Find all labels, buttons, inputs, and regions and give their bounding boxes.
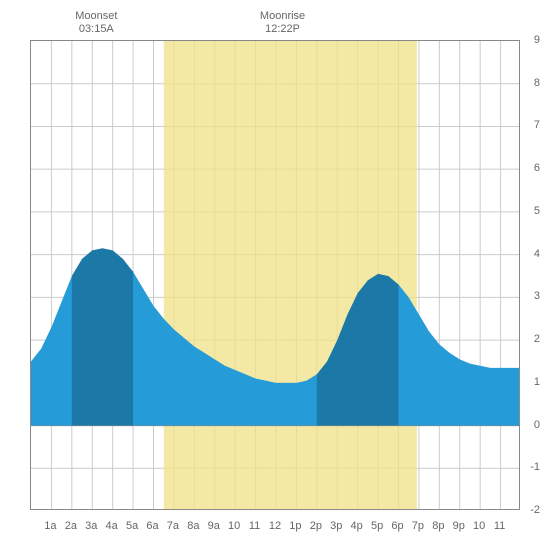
tide-chart: Moonset03:15A Moonrise12:22P 1a 2a 3a 4a 5a 6a… <box>10 10 540 540</box>
x-tick-label: 5a <box>126 520 138 532</box>
chart-plot-area <box>30 40 520 510</box>
x-tick-label: 9a <box>208 520 220 532</box>
x-tick-label: 1a <box>44 520 56 532</box>
y-tick-label: 2 <box>526 333 540 345</box>
y-tick-label: -2 <box>526 504 540 516</box>
x-tick-label: 9p <box>453 520 465 532</box>
x-tick-label: 2p <box>310 520 322 532</box>
y-tick-label: 5 <box>526 205 540 217</box>
x-tick-label: 7p <box>412 520 424 532</box>
moonset-label: Moonset03:15A <box>66 10 126 36</box>
x-tick-label: 2a <box>65 520 77 532</box>
y-tick-label: 4 <box>526 248 540 260</box>
chart-svg <box>31 41 519 509</box>
x-tick-label: 6a <box>146 520 158 532</box>
x-tick-label: 5p <box>371 520 383 532</box>
x-tick-label: 10 <box>473 520 485 532</box>
x-tick-label: 12 <box>269 520 281 532</box>
x-tick-label: 8p <box>432 520 444 532</box>
y-tick-label: 6 <box>526 162 540 174</box>
y-tick-label: 8 <box>526 77 540 89</box>
x-tick-label: 11 <box>494 520 505 532</box>
x-tick-label: 1p <box>289 520 301 532</box>
y-tick-label: 7 <box>526 119 540 131</box>
x-tick-label: 8a <box>187 520 199 532</box>
moonrise-label: Moonrise12:22P <box>253 10 313 36</box>
x-tick-label: 3a <box>85 520 97 532</box>
event-time: 12:22P <box>253 23 313 36</box>
x-tick-label: 6p <box>391 520 403 532</box>
event-name: Moonrise <box>253 10 313 23</box>
y-tick-label: -1 <box>526 461 540 473</box>
moon-event-labels: Moonset03:15A Moonrise12:22P <box>10 10 540 40</box>
x-tick-label: 4a <box>106 520 118 532</box>
y-tick-label: 1 <box>526 376 540 388</box>
event-time: 03:15A <box>66 23 126 36</box>
y-tick-label: 0 <box>526 419 540 431</box>
x-tick-label: 10 <box>228 520 240 532</box>
x-tick-label: 4p <box>351 520 363 532</box>
x-tick-label: 3p <box>330 520 342 532</box>
y-tick-label: 3 <box>526 290 540 302</box>
x-axis-labels: 1a 2a 3a 4a 5a 6a 7a 8a 9a 10 11 12 1p 2p 3p 4p 5p 6p 7p 8p… <box>30 520 520 540</box>
x-tick-label: 11 <box>249 520 260 532</box>
y-tick-label: 9 <box>526 34 540 46</box>
event-name: Moonset <box>66 10 126 23</box>
x-tick-label: 7a <box>167 520 179 532</box>
y-axis-labels: -2-10123456789 <box>524 40 540 510</box>
